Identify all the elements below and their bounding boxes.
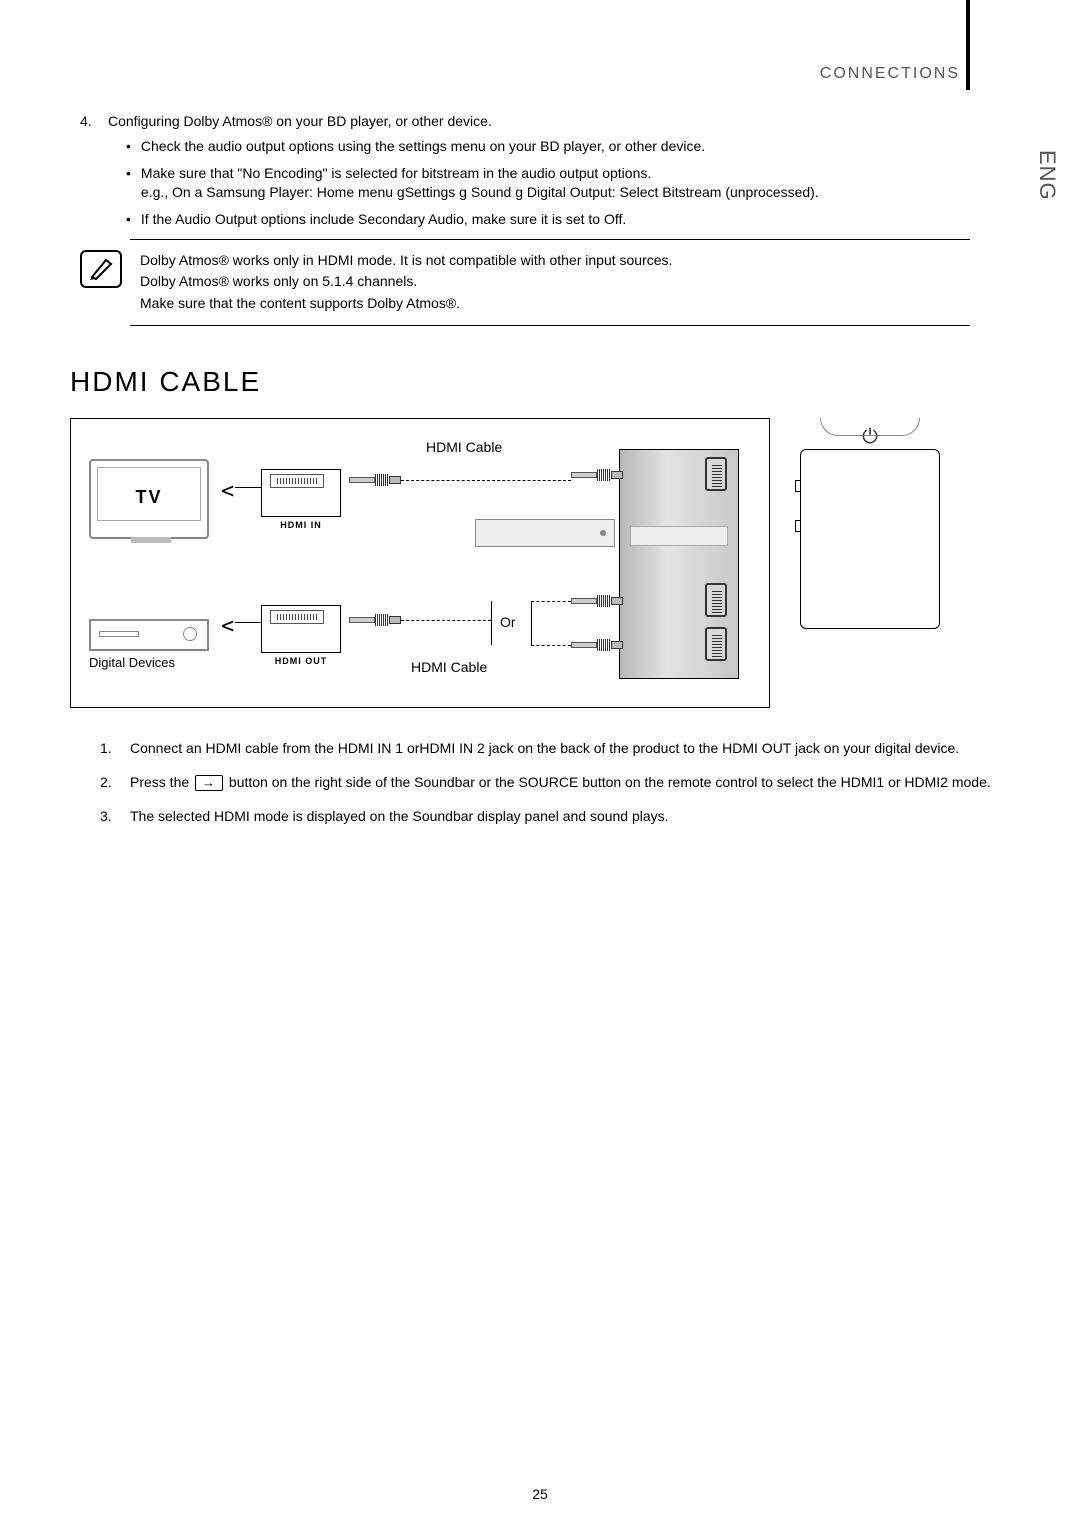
note-line-0: Dolby Atmos® works only in HDMI mode. It… [140, 250, 672, 272]
power-icon: ⏻ [790, 426, 950, 449]
tv-label: TV [91, 487, 207, 508]
step-text: The selected HDMI mode is displayed on t… [130, 806, 669, 826]
hdmi-out-port: HDMI OUT [261, 605, 341, 653]
step4-bullet-0: Check the audio output options using the… [141, 137, 705, 156]
hdmi-cable-label-top: HDMI Cable [426, 439, 502, 455]
hdmi-in-port: HDMI IN [261, 469, 341, 517]
diagram-main: TV < Digital Devices < HDMI IN HDMI OUT … [70, 418, 770, 708]
section-header: CONNECTIONS [70, 65, 960, 83]
note-line-2: Make sure that the content supports Dolb… [140, 293, 672, 315]
hdmi-steps: 1. Connect an HDMI cable from the HDMI I… [100, 738, 1020, 827]
note-block: Dolby Atmos® works only in HDMI mode. It… [80, 250, 970, 315]
tv-device: TV [89, 459, 209, 539]
note-line-1: Dolby Atmos® works only on 5.1.4 channel… [140, 271, 672, 293]
connection-line [235, 487, 261, 488]
hdmi-plug [349, 474, 401, 486]
language-tab: ENG [1034, 150, 1060, 201]
soundbar-side-view: ⏻ [790, 418, 950, 678]
step-text: Press the button on the right side of th… [130, 772, 991, 792]
cable-line [531, 601, 532, 645]
hdmi-in-label: HDMI IN [262, 520, 340, 530]
hdmi-diagram: TV < Digital Devices < HDMI IN HDMI OUT … [70, 418, 1020, 708]
arrow-icon: < [221, 614, 228, 639]
step2-post: button on the right side of the Soundbar… [229, 774, 991, 790]
hdmi-plug [349, 614, 401, 626]
cable-line [401, 480, 571, 481]
step-number: 2. [100, 772, 118, 792]
arrow-icon: < [221, 479, 228, 504]
source-button-icon [195, 775, 223, 791]
bullet-marker: • [126, 210, 131, 229]
note-icon [80, 250, 122, 288]
hdmi-out-label: HDMI OUT [262, 656, 340, 666]
bd-device [89, 619, 209, 651]
cable-line [491, 601, 492, 645]
step4-bullet-1: Make sure that "No Encoding" is selected… [141, 164, 819, 202]
cable-line [401, 620, 491, 621]
hdmi-plug [571, 639, 623, 651]
bullet-marker: • [126, 164, 131, 202]
step2-pre: Press the [130, 774, 189, 790]
hdmi-plug [571, 469, 623, 481]
soundbar-front [475, 519, 615, 547]
page-number: 25 [0, 1486, 1080, 1502]
cable-line [531, 645, 571, 646]
bullet-marker: • [126, 137, 131, 156]
step4-text: Configuring Dolby Atmos® on your BD play… [108, 113, 492, 129]
hdmi-jack-3 [705, 627, 727, 661]
step-number: 1. [100, 738, 118, 758]
page-accent-bar [966, 0, 970, 90]
connection-line [235, 622, 261, 623]
hdmi-plug [571, 595, 623, 607]
side-port-marker [795, 480, 801, 492]
hdmi-section-title: HDMI CABLE [70, 366, 1020, 398]
side-port-marker [795, 520, 801, 532]
hdmi-cable-label-bottom: HDMI Cable [411, 659, 487, 675]
step-number: 3. [100, 806, 118, 826]
step-text: Connect an HDMI cable from the HDMI IN 1… [130, 738, 959, 758]
hdmi-jack-1 [705, 457, 727, 491]
or-label: Or [496, 614, 520, 630]
step4-block: 4. Configuring Dolby Atmos® on your BD p… [80, 113, 960, 229]
step4-bullet-2: If the Audio Output options include Seco… [141, 210, 626, 229]
divider [130, 325, 970, 326]
step4-number: 4. [80, 113, 98, 129]
digital-devices-label: Digital Devices [89, 655, 175, 670]
hdmi-jack-2 [705, 583, 727, 617]
divider [130, 239, 970, 240]
cable-line [531, 601, 571, 602]
